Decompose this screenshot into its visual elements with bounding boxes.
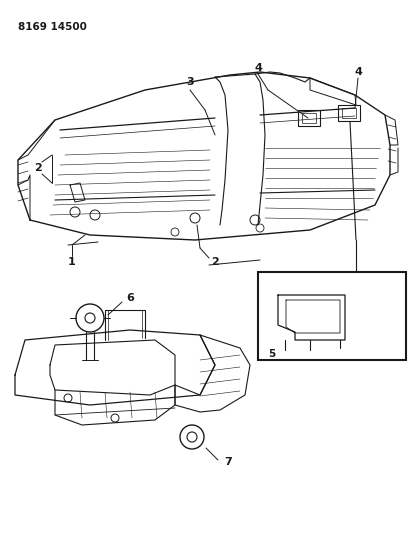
Bar bbox=[257, 272, 405, 360]
Bar bbox=[297, 110, 319, 126]
Bar bbox=[337, 105, 359, 121]
Text: 2: 2 bbox=[34, 163, 42, 173]
Text: 4: 4 bbox=[353, 67, 361, 77]
Text: 6: 6 bbox=[126, 293, 134, 303]
Text: 5: 5 bbox=[268, 349, 275, 359]
Bar bbox=[301, 113, 315, 123]
Bar bbox=[341, 108, 355, 118]
Text: 1: 1 bbox=[68, 257, 76, 267]
Text: 3: 3 bbox=[186, 77, 193, 87]
Text: 7: 7 bbox=[224, 457, 231, 467]
Text: 8169 14500: 8169 14500 bbox=[18, 22, 87, 32]
Text: 2: 2 bbox=[211, 257, 218, 267]
Text: 4: 4 bbox=[254, 63, 261, 73]
